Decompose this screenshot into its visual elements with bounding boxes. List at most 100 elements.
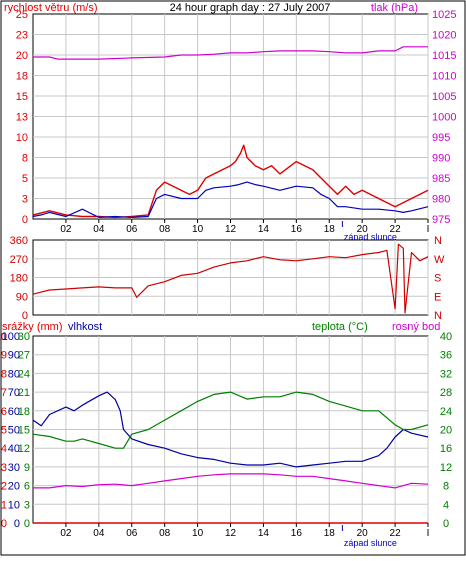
wind-axis-title: rychlost větru (m/s) (4, 2, 98, 14)
temp-right-tick-2: 8 (443, 481, 449, 493)
precip-tick-3: 3 (1, 462, 7, 474)
p3-time-label-8: 18 (324, 528, 336, 539)
p3-sunset-label: západ slunce (344, 538, 397, 548)
temp-left-tick-10: 30 (18, 331, 30, 343)
p1-time-label-7: 16 (291, 224, 303, 235)
humidity-tick-10: 100 (2, 331, 20, 343)
pressure-tick-9: 1020 (432, 30, 456, 42)
p3-time-label-9: 20 (357, 528, 369, 539)
precip-axis-title: srážky (mm) (2, 321, 63, 333)
temp-right-tick-8: 32 (440, 368, 452, 380)
precip-tick-10: 10 (0, 331, 7, 343)
p3-time-label-10: 22 (390, 528, 402, 539)
temperature-axis-title: teplota (°C) (312, 321, 368, 333)
compass-label-3: E (434, 291, 441, 303)
p1-time-label-5: 12 (225, 224, 237, 235)
precip-tick-6: 6 (1, 406, 7, 418)
humidity-tick-3: 30 (8, 462, 20, 474)
p3-time-label-7: 16 (291, 528, 303, 539)
p1-time-label-11: I (427, 224, 430, 235)
pressure-tick-4: 995 (432, 132, 450, 144)
temp-left-tick-6: 18 (18, 406, 30, 418)
p3-time-label-2: 06 (126, 528, 138, 539)
temp-right-tick-7: 28 (440, 387, 452, 399)
wind-tick-9: 23 (16, 30, 28, 42)
compass-label-2: S (434, 273, 441, 285)
temp-left-tick-0: 0 (24, 518, 30, 530)
temp-left-tick-5: 15 (18, 425, 30, 437)
p3-time-label-1: 04 (93, 528, 105, 539)
direction-tick-4: 0 (22, 310, 28, 322)
temperature-line (32, 391, 429, 449)
temp-left-tick-8: 24 (18, 368, 30, 380)
humidity-tick-5: 50 (8, 425, 20, 437)
temp-right-tick-6: 24 (440, 406, 452, 418)
wind-direction-line (32, 243, 429, 314)
p1-time-label-6: 14 (258, 224, 270, 235)
wind-tick-10: 25 (16, 9, 28, 21)
p3-time-label-0: 02 (60, 528, 72, 539)
temp-left-tick-3: 9 (24, 462, 30, 474)
pressure-axis-title: tlak (hPa) (371, 2, 418, 14)
p3-time-label-5: 12 (225, 528, 237, 539)
precip-tick-8: 8 (1, 368, 7, 380)
precip-tick-2: 2 (1, 481, 7, 493)
temp-right-tick-4: 16 (440, 443, 452, 455)
wind-tick-1: 3 (22, 194, 28, 206)
p3-time-label-4: 10 (192, 528, 204, 539)
pressure-line (33, 46, 428, 60)
pressure-tick-8: 1015 (432, 50, 456, 62)
p1-time-label-10: 22 (390, 224, 402, 235)
p1-time-label-8: 18 (324, 224, 336, 235)
pressure-tick-5: 1000 (432, 112, 456, 124)
wind-gust-line (32, 144, 429, 219)
temp-left-tick-4: 12 (18, 443, 30, 455)
wind-tick-7: 18 (16, 71, 28, 83)
pressure-tick-1: 980 (432, 194, 450, 206)
temp-right-tick-0: 0 (443, 518, 449, 530)
p3-time-label-3: 08 (159, 528, 171, 539)
p3-time-label-11: I (427, 528, 430, 539)
wind-tick-0: 0 (22, 214, 28, 226)
direction-tick-3: 90 (16, 291, 28, 303)
dewpoint-line (33, 473, 429, 489)
wind-tick-3: 8 (22, 153, 28, 165)
pressure-tick-0: 975 (432, 214, 450, 226)
temp-left-tick-2: 6 (24, 481, 30, 493)
p1-time-label-4: 10 (192, 224, 204, 235)
p1-time-label-0: 02 (60, 224, 72, 235)
humidity-line (32, 391, 429, 468)
p1-time-label-2: 06 (126, 224, 138, 235)
temp-right-tick-9: 36 (440, 350, 452, 362)
humidity-tick-7: 70 (8, 387, 20, 399)
p1-time-label-3: 08 (159, 224, 171, 235)
graph-title: 24 hour graph day : 27 July 2007 (170, 2, 331, 14)
p3-time-label-6: 14 (258, 528, 270, 539)
wind-tick-2: 5 (22, 173, 28, 185)
pressure-tick-7: 1010 (432, 71, 456, 83)
pressure-tick-3: 990 (432, 153, 450, 165)
wind-tick-6: 15 (16, 91, 28, 103)
wind-tick-5: 13 (16, 112, 28, 124)
wind-tick-8: 20 (16, 50, 28, 62)
p1-time-label-9: 20 (357, 224, 369, 235)
pressure-tick-10: 1025 (432, 9, 456, 21)
humidity-tick-4: 40 (8, 443, 20, 455)
direction-tick-0: 360 (10, 235, 28, 247)
precip-tick-0: 0 (1, 518, 7, 530)
humidity-tick-6: 60 (8, 406, 20, 418)
precip-tick-1: 1 (1, 499, 7, 511)
precip-tick-4: 4 (1, 443, 7, 455)
humidity-tick-1: 10 (8, 499, 20, 511)
p1-time-label-1: 04 (93, 224, 105, 235)
temp-right-tick-5: 20 (440, 425, 452, 437)
pressure-tick-6: 1005 (432, 91, 456, 103)
temp-left-tick-1: 3 (24, 499, 30, 511)
humidity-tick-0: 0 (14, 518, 20, 530)
temp-left-tick-9: 27 (18, 350, 30, 362)
humidity-tick-9: 90 (8, 350, 20, 362)
temp-right-tick-1: 4 (443, 499, 449, 511)
